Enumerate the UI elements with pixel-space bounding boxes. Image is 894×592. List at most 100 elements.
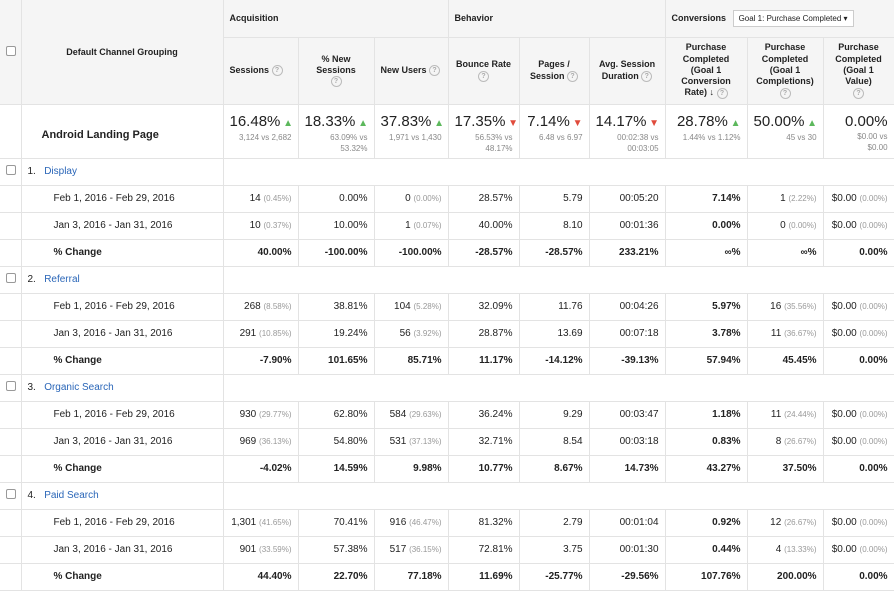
metric-cell: 32.71% — [448, 428, 520, 456]
metric-cell: ∞% — [747, 239, 824, 267]
total-cell: 0.00% $0.00 vs $0.00 — [823, 104, 894, 159]
metric-value: 2.79 — [563, 517, 583, 528]
channel-name-cell[interactable]: 3. Organic Search — [21, 374, 224, 402]
sort-down-icon[interactable]: ↓ — [709, 87, 715, 98]
col-label: Sessions — [229, 64, 270, 75]
row-select-cell[interactable] — [0, 482, 22, 510]
channel-name-cell[interactable]: 4. Paid Search — [21, 482, 224, 510]
empty-cell — [0, 293, 22, 321]
conversions-label: Conversions — [671, 12, 727, 23]
col-sessions[interactable]: Sessions ? — [223, 37, 299, 105]
channel-row[interactable]: 3. Organic Search — [0, 374, 894, 402]
row-label-cell: Feb 1, 2016 - Feb 29, 2016 — [21, 509, 224, 537]
metric-cell: 38.81% — [298, 293, 375, 321]
metric-value: 10.77% — [478, 463, 513, 474]
row-label-cell: Feb 1, 2016 - Feb 29, 2016 — [21, 185, 224, 213]
metric-cell: 5.79 — [519, 185, 590, 213]
metric-value: 14.73% — [624, 463, 659, 474]
channel-link[interactable]: Organic Search — [44, 382, 114, 393]
col-label: New Users — [380, 64, 427, 75]
row-label-cell: % Change — [21, 347, 224, 375]
help-icon[interactable]: ? — [271, 65, 283, 76]
conversions-header: Conversions Goal 1: Purchase Completed ▾ — [665, 0, 894, 38]
help-icon[interactable]: ? — [567, 70, 579, 82]
metric-percent: (26.67%) — [784, 518, 817, 527]
metric-value: 81.32% — [478, 517, 513, 528]
metric-value: 72.81% — [478, 544, 513, 555]
metric-value: 1,301 — [231, 517, 257, 528]
metric-value: 85.71% — [407, 355, 442, 366]
help-icon[interactable]: ? — [478, 70, 490, 82]
metric-cell: 14 (0.45%) — [223, 185, 299, 213]
arrow-down-icon: ▼ — [569, 117, 583, 129]
channel-row[interactable]: 2. Referral — [0, 266, 894, 294]
channel-link[interactable]: Display — [44, 166, 77, 177]
channel-link[interactable]: Paid Search — [44, 490, 99, 501]
metric-cell: 5.97% — [665, 293, 748, 321]
metric-percent: (33.59%) — [259, 545, 292, 554]
total-value: 14.17% — [595, 112, 647, 130]
metric-value: 44.40% — [257, 571, 292, 582]
col-label: % New Sessions — [316, 53, 356, 75]
help-icon[interactable]: ? — [429, 65, 441, 76]
channel-row-fill — [223, 158, 894, 186]
metric-percent: (29.77%) — [259, 410, 292, 419]
select-all-cell[interactable] — [0, 0, 22, 105]
dimension-header[interactable]: Default Channel Grouping — [21, 0, 224, 105]
metric-value: 5.97% — [712, 301, 741, 312]
channel-name-cell[interactable]: 1. Display — [21, 158, 224, 186]
row-checkbox[interactable] — [6, 381, 16, 391]
goal-select[interactable]: Goal 1: Purchase Completed ▾ — [732, 9, 854, 27]
col-value[interactable]: Purchase Completed (Goal 1 Value)? — [823, 37, 894, 105]
metric-cell: -28.57% — [448, 239, 520, 267]
total-comparison: 1,971 vs 1,430 — [389, 132, 442, 142]
metric-cell: 0 (0.00%) — [374, 185, 449, 213]
metric-cell: 0.92% — [665, 509, 748, 537]
col-completions[interactable]: Purchase Completed (Goal 1 Completions)? — [747, 37, 824, 105]
metric-percent: (46.47%) — [409, 518, 442, 527]
metric-cell: 3.75 — [519, 536, 590, 564]
col-bounce-rate[interactable]: Bounce Rate? — [448, 37, 520, 105]
help-icon[interactable]: ? — [330, 76, 342, 88]
row-label-cell: % Change — [21, 455, 224, 483]
row-checkbox[interactable] — [6, 273, 16, 283]
metric-value: 62.80% — [333, 409, 368, 420]
metric-cell: $0.00 (0.00%) — [823, 401, 894, 429]
col-avg-duration[interactable]: Avg. Session Duration ? — [589, 37, 666, 105]
channel-row[interactable]: 1. Display — [0, 158, 894, 186]
channel-row[interactable]: 4. Paid Search — [0, 482, 894, 510]
help-icon[interactable]: ? — [779, 87, 791, 99]
metric-cell: 00:04:26 — [589, 293, 666, 321]
metric-value: 584 — [389, 409, 407, 420]
metric-cell: 32.09% — [448, 293, 520, 321]
channel-name-cell[interactable]: 2. Referral — [21, 266, 224, 294]
goal-select-value: Goal 1: Purchase Completed — [738, 13, 842, 23]
row-checkbox[interactable] — [6, 489, 16, 499]
col-conversion-rate[interactable]: Purchase Completed (Goal 1 Conversion Ra… — [665, 37, 748, 105]
help-icon[interactable]: ? — [853, 87, 865, 99]
metric-value: 200.00% — [777, 571, 817, 582]
col-label: Avg. Session Duration — [598, 59, 656, 81]
col-pages-session[interactable]: Pages / Session ? — [519, 37, 590, 105]
date-range-row: Feb 1, 2016 - Feb 29, 2016 1,301 (41.65%)… — [0, 509, 894, 537]
metric-value: -4.02% — [259, 463, 292, 474]
row-select-cell[interactable] — [0, 374, 22, 402]
metric-cell: 00:05:20 — [589, 185, 666, 213]
col-new-sessions[interactable]: % New Sessions? — [298, 37, 375, 105]
metric-percent: (0.00%) — [413, 194, 442, 203]
row-checkbox[interactable] — [6, 165, 16, 175]
row-select-cell[interactable] — [0, 266, 22, 294]
row-select-cell[interactable] — [0, 158, 22, 186]
empty-cell — [0, 185, 22, 213]
col-new-users[interactable]: New Users ? — [374, 37, 449, 105]
help-icon[interactable]: ? — [716, 87, 728, 99]
select-all-checkbox[interactable] — [6, 45, 16, 56]
channel-link[interactable]: Referral — [44, 274, 80, 285]
metric-cell: 233.21% — [589, 239, 666, 267]
row-label-cell: % Change — [21, 563, 224, 591]
metric-cell: 0.00% — [823, 347, 894, 375]
help-icon[interactable]: ? — [641, 70, 653, 82]
totals-empty — [0, 104, 22, 159]
row-label: Feb 1, 2016 - Feb 29, 2016 — [53, 517, 175, 528]
metric-cell: 584 (29.63%) — [374, 401, 449, 429]
